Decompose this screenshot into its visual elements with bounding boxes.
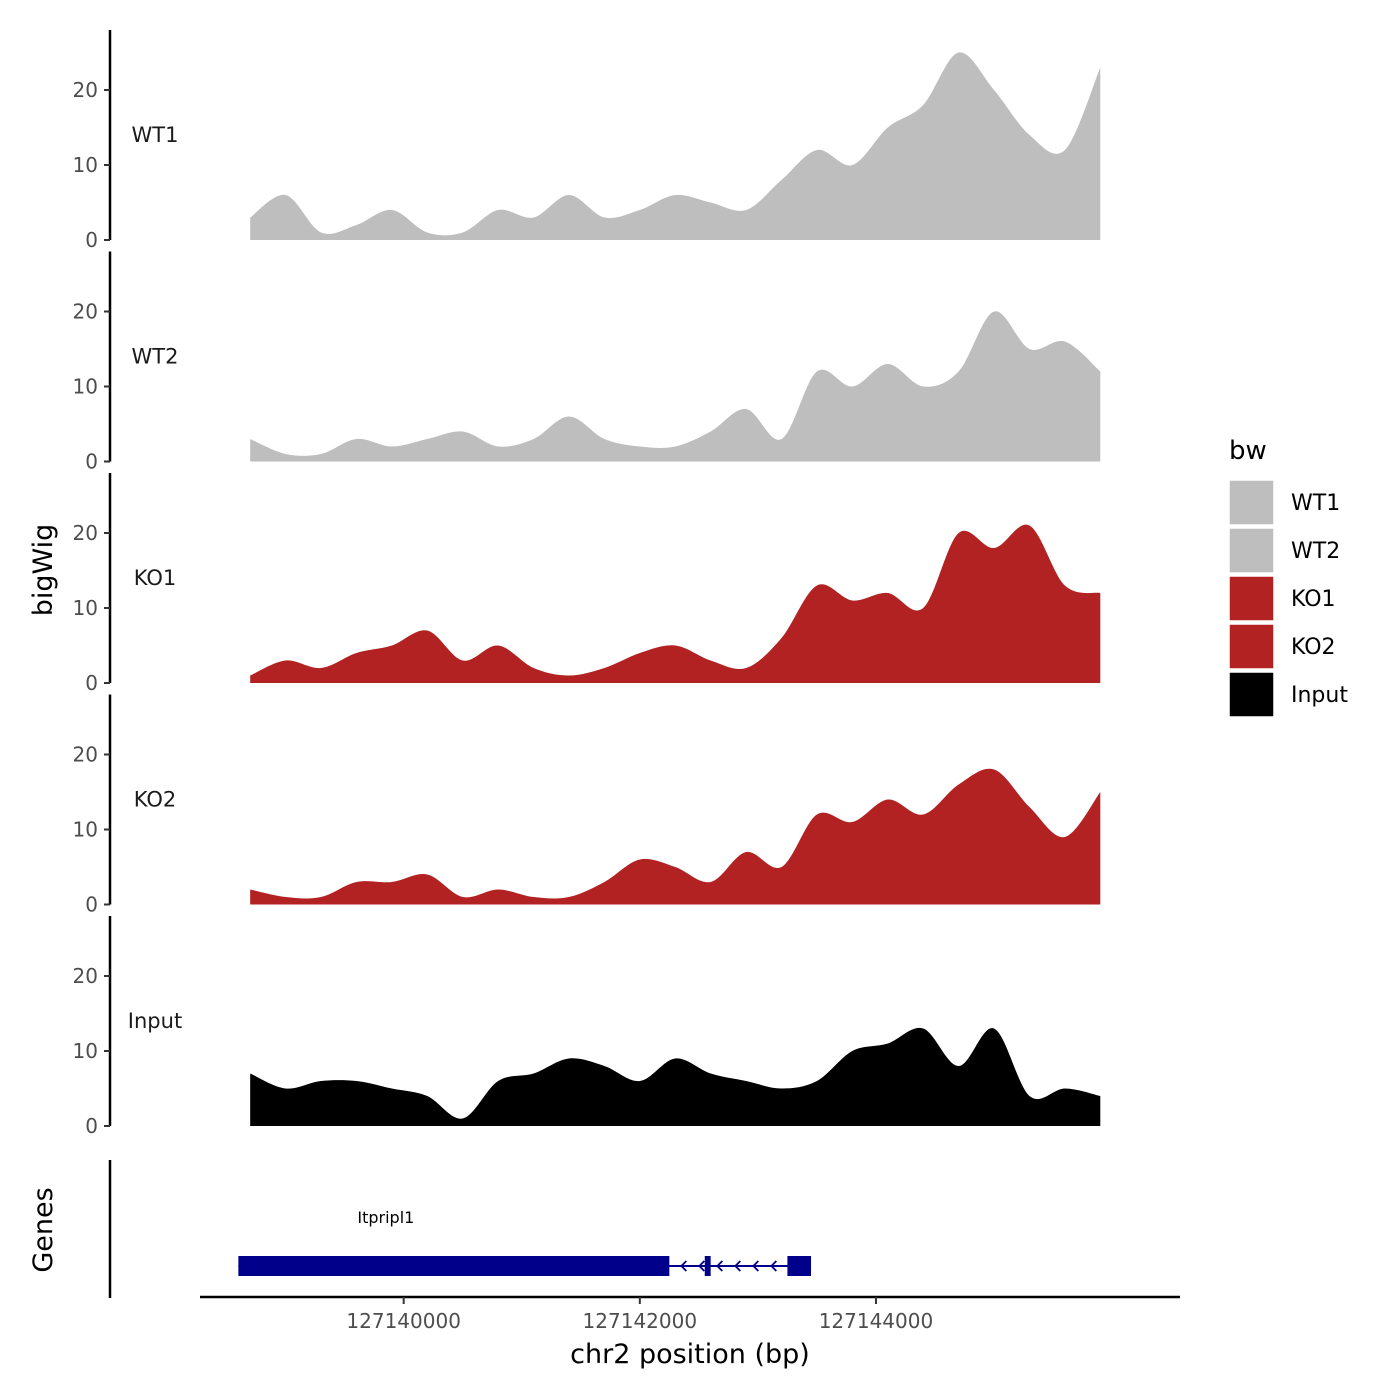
strand-arrow xyxy=(680,1260,687,1272)
gene-exon xyxy=(238,1256,670,1276)
y-tick-label: 0 xyxy=(85,450,98,474)
y-tick-label: 0 xyxy=(85,893,98,917)
gene-exon xyxy=(787,1256,812,1276)
legend-label: KO2 xyxy=(1291,635,1336,660)
legend-swatch xyxy=(1228,671,1275,718)
x-tick-label: 127144000 xyxy=(819,1309,934,1333)
legend-swatch xyxy=(1228,479,1275,526)
x-tick-label: 127140000 xyxy=(346,1309,461,1333)
x-tick-label: 127142000 xyxy=(583,1309,698,1333)
gene-exon xyxy=(704,1256,711,1276)
genes-track-title: Genes xyxy=(28,1187,59,1272)
x-axis: 127140000 127142000 127144000 xyxy=(200,1295,1180,1333)
area-input xyxy=(250,1027,1101,1126)
track-ko2: 0 10 20 KO2 xyxy=(73,694,1101,917)
y-tick-label: 0 xyxy=(85,1114,98,1138)
strand-arrow xyxy=(698,1260,705,1272)
track-label-input: Input xyxy=(128,1009,182,1033)
strand-arrow xyxy=(716,1260,723,1272)
y-tick-label: 10 xyxy=(73,375,98,399)
area-ko2 xyxy=(250,768,1101,905)
legend-label: WT2 xyxy=(1291,539,1340,564)
y-tick-label: 20 xyxy=(73,521,98,545)
area-wt2 xyxy=(250,311,1101,462)
track-label-wt2: WT2 xyxy=(132,345,179,369)
legend-title: bw xyxy=(1229,436,1267,466)
y-tick-label: 20 xyxy=(73,964,98,988)
legend-swatch xyxy=(1228,527,1275,574)
track-label-wt1: WT1 xyxy=(132,123,179,147)
gene-label: Itpripl1 xyxy=(357,1208,414,1227)
track-ko1: 0 10 20 KO1 xyxy=(73,473,1101,695)
y-tick-label: 0 xyxy=(85,671,98,695)
legend-item-ko1: KO1 xyxy=(1228,575,1336,622)
legend-item-input: Input xyxy=(1228,671,1348,718)
y-tick-label: 10 xyxy=(73,596,98,620)
legend-swatch xyxy=(1228,575,1275,622)
y-tick-label: 10 xyxy=(73,1039,98,1063)
legend-item-ko2: KO2 xyxy=(1228,623,1336,670)
strand-arrow xyxy=(770,1260,777,1272)
legend-item-wt2: WT2 xyxy=(1228,527,1340,574)
y-tick-label: 20 xyxy=(73,78,98,102)
legend: WT1 WT2 KO1 KO2 Input xyxy=(1228,479,1348,718)
track-label-ko2: KO2 xyxy=(134,788,177,812)
strand-arrow xyxy=(752,1260,759,1272)
x-axis-title: chr2 position (bp) xyxy=(570,1339,810,1370)
track-label-ko1: KO1 xyxy=(134,566,177,590)
area-ko1 xyxy=(250,524,1101,683)
y-tick-label: 20 xyxy=(73,743,98,767)
genes-track: Itpripl1 xyxy=(108,1160,812,1298)
legend-swatch xyxy=(1228,623,1275,670)
track-wt2: 0 10 20 WT2 xyxy=(73,251,1101,474)
strand-arrow xyxy=(734,1260,741,1272)
y-tick-label: 10 xyxy=(73,818,98,842)
legend-label: Input xyxy=(1291,683,1348,708)
y-tick-label: 0 xyxy=(85,228,98,252)
legend-label: WT1 xyxy=(1291,491,1340,516)
y-tick-label: 10 xyxy=(73,153,98,177)
tracks-group: 0 10 20 WT1 0 10 20 WT2 0 10 20 KO1 0 10 20 KO2 0 10 20 Inp… xyxy=(73,30,1101,1138)
legend-item-wt1: WT1 xyxy=(1228,479,1340,526)
y-tick-label: 20 xyxy=(73,300,98,324)
area-wt1 xyxy=(250,52,1101,240)
track-wt1: 0 10 20 WT1 xyxy=(73,30,1101,252)
track-input: 0 10 20 Input xyxy=(73,916,1101,1138)
y-axis-title: bigWig xyxy=(28,524,59,617)
legend-label: KO1 xyxy=(1291,587,1336,612)
